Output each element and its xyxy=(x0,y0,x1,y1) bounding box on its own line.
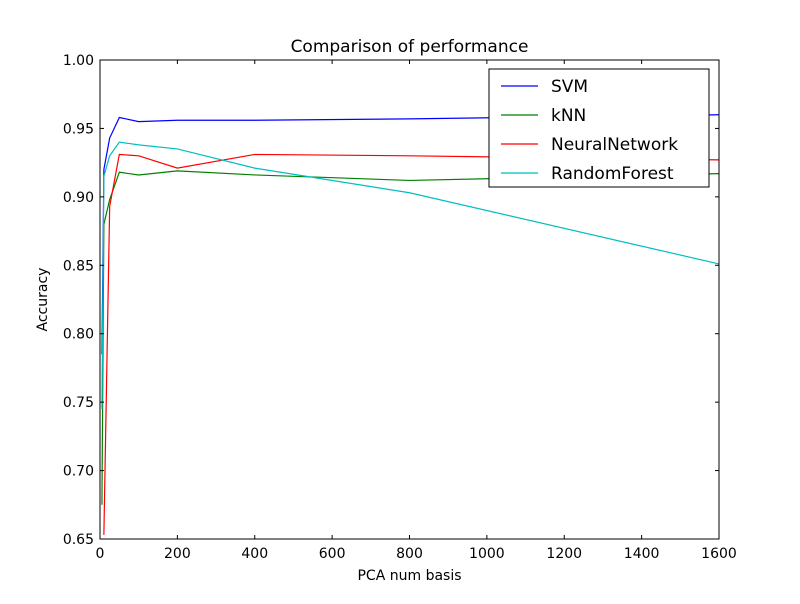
legend: SVM kNN NeuralNetwork RandomForest xyxy=(488,68,710,188)
plot-frame xyxy=(99,59,720,540)
x-tick-label: 1400 xyxy=(624,546,660,562)
y-tick-label: 0.80 xyxy=(63,327,94,343)
series-line-svm xyxy=(101,114,720,355)
series-layer xyxy=(101,114,720,535)
legend-label-neuralnetwork: NeuralNetwork xyxy=(551,135,678,155)
x-axis-label: PCA num basis xyxy=(357,568,461,584)
x-tick-label: 400 xyxy=(241,546,268,562)
x-tick-label: 1600 xyxy=(701,546,737,562)
chart-title: Comparison of performance xyxy=(291,37,529,57)
x-tick-label: 200 xyxy=(164,546,191,562)
y-tick-label: 0.75 xyxy=(63,395,94,411)
series-line-knn xyxy=(101,170,720,505)
x-tick-label: 1000 xyxy=(469,546,505,562)
y-tick-label: 0.85 xyxy=(63,258,94,274)
x-tick-label: 600 xyxy=(319,546,346,562)
x-tick-label: 1200 xyxy=(546,546,582,562)
x-tick-label: 800 xyxy=(396,546,423,562)
x-tick-label: 0 xyxy=(96,546,105,562)
y-tick-label: 0.65 xyxy=(63,532,94,548)
y-tick-label: 1.00 xyxy=(63,53,94,69)
series-line-randomforest xyxy=(101,141,720,409)
y-tick-label: 0.90 xyxy=(63,190,94,206)
legend-label-randomforest: RandomForest xyxy=(551,164,674,184)
tick-layer: 0 200 400 600 800 1000 1200 1400 1600 0.65 0.70 0.7… xyxy=(63,53,737,562)
y-tick-label: 0.95 xyxy=(63,121,94,137)
series-line-neuralnetwork xyxy=(103,153,720,535)
legend-label-svm: SVM xyxy=(551,77,588,97)
legend-label-knn: kNN xyxy=(551,106,586,126)
y-axis-label: Accuracy xyxy=(35,268,51,332)
y-tick-label: 0.70 xyxy=(63,464,94,480)
legend-box xyxy=(488,68,710,188)
